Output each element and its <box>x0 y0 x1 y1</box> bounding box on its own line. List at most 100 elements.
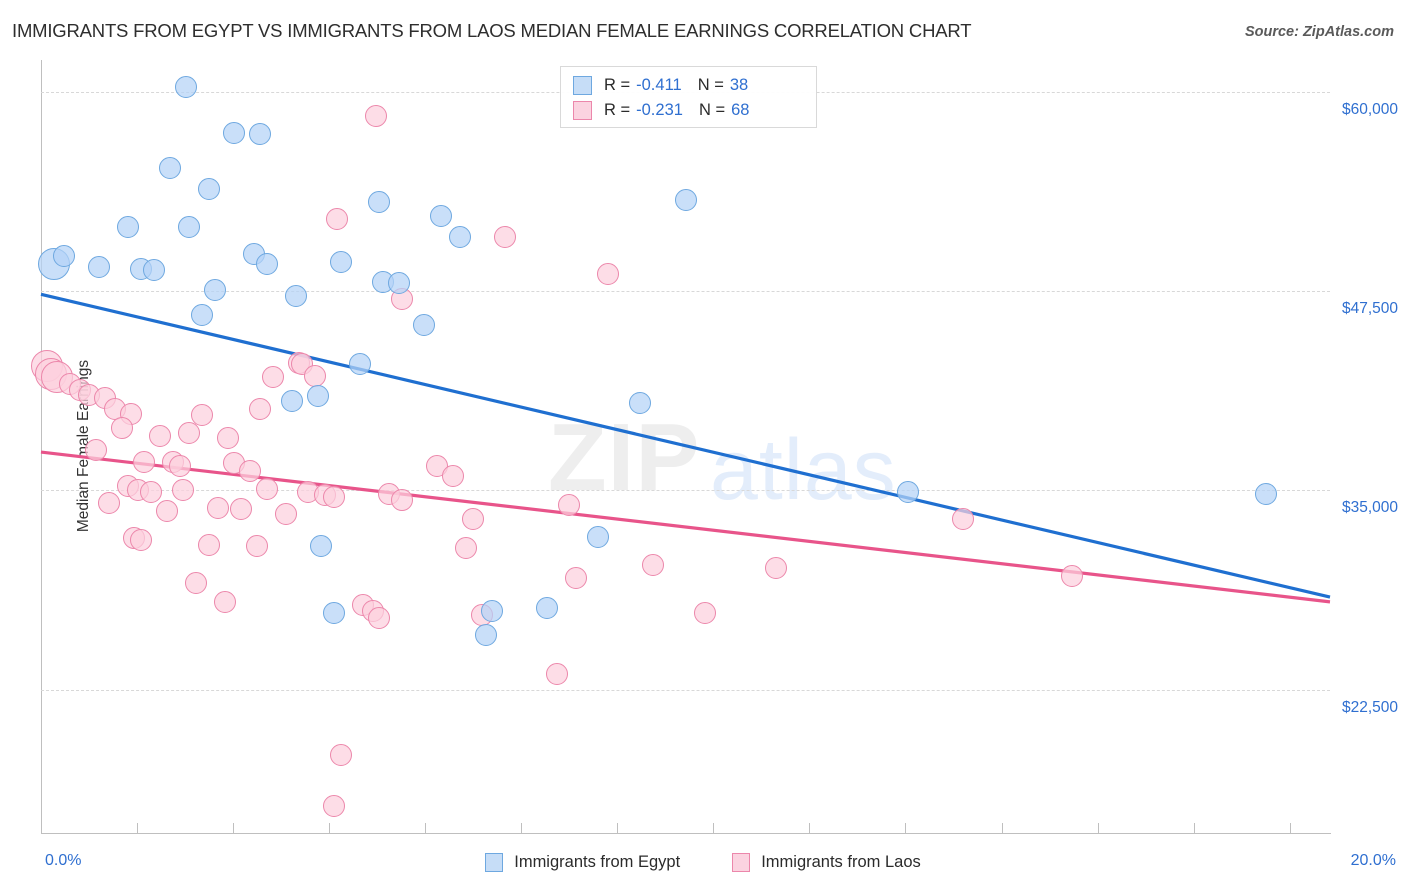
scatter-point-egypt[interactable] <box>323 602 346 625</box>
scatter-point-egypt[interactable] <box>284 284 307 307</box>
scatter-point-egypt[interactable] <box>204 278 226 301</box>
watermark-zip-text: ZIP <box>548 404 701 511</box>
scatter-point-laos[interactable] <box>249 398 272 421</box>
x-axis-max-label: 20.0% <box>1350 852 1396 869</box>
scatter-point-egypt[interactable] <box>223 122 246 145</box>
scatter-point-laos[interactable] <box>329 743 352 766</box>
scatter-point-laos[interactable] <box>494 225 517 248</box>
scatter-point-egypt[interactable] <box>587 525 610 548</box>
scatter-point-laos[interactable] <box>229 498 252 521</box>
scatter-point-laos[interactable] <box>442 464 465 487</box>
scatter-point-laos[interactable] <box>149 425 172 448</box>
scatter-point-laos[interactable] <box>171 479 194 502</box>
scatter-point-egypt[interactable] <box>158 157 181 180</box>
legend-item-egypt[interactable]: Immigrants from Egypt <box>485 852 681 872</box>
scatter-point-laos[interactable] <box>216 426 239 449</box>
y-axis-tick-label: $60,000 <box>1341 100 1398 118</box>
r-value-egypt: -0.411 <box>636 75 682 94</box>
scatter-point-laos[interactable] <box>390 488 413 511</box>
scatter-point-laos[interactable] <box>155 500 178 523</box>
scatter-point-laos[interactable] <box>693 602 716 625</box>
scatter-point-laos[interactable] <box>365 104 388 127</box>
scatter-point-laos[interactable] <box>1061 565 1084 588</box>
scatter-point-laos[interactable] <box>262 366 285 389</box>
x-axis-tick <box>905 823 907 834</box>
series-legend: Immigrants from Egypt Immigrants from La… <box>0 848 1406 876</box>
x-axis-tick <box>1001 823 1003 834</box>
scatter-point-laos[interactable] <box>184 571 207 594</box>
scatter-point-egypt[interactable] <box>629 391 652 414</box>
scatter-point-laos[interactable] <box>303 364 326 387</box>
stat-row-laos: R = -0.231 N = 68 <box>573 98 749 122</box>
scatter-point-laos[interactable] <box>207 496 230 519</box>
scatter-point-laos[interactable] <box>597 262 620 285</box>
scatter-point-laos[interactable] <box>255 477 278 500</box>
scatter-point-egypt[interactable] <box>142 259 165 282</box>
scatter-point-laos[interactable] <box>764 557 787 580</box>
scatter-point-egypt[interactable] <box>329 251 352 274</box>
x-axis-tick <box>1097 823 1099 834</box>
scatter-point-egypt[interactable] <box>674 189 697 212</box>
scatter-point-egypt[interactable] <box>368 190 391 213</box>
scatter-point-laos[interactable] <box>139 480 162 503</box>
scatter-point-egypt[interactable] <box>349 353 372 376</box>
scatter-point-laos[interactable] <box>133 450 156 473</box>
scatter-point-egypt[interactable] <box>310 535 333 558</box>
x-axis-tick <box>233 823 235 834</box>
scatter-point-laos[interactable] <box>168 455 191 478</box>
zipatlas-watermark: ZIP atlas <box>548 404 898 519</box>
scatter-point-laos[interactable] <box>368 606 391 629</box>
source-attribution: Source: ZipAtlas.com <box>1244 24 1394 40</box>
scatter-point-laos[interactable] <box>461 508 484 531</box>
scatter-point-laos[interactable] <box>323 485 346 508</box>
scatter-point-laos[interactable] <box>245 535 268 558</box>
scatter-point-laos[interactable] <box>197 533 220 556</box>
legend-item-laos[interactable]: Immigrants from Laos <box>732 852 921 872</box>
correlation-stats-legend: R = -0.411 N = 38 R = -0.231 N = 68 <box>560 66 817 128</box>
legend-color-egypt-icon <box>485 852 504 872</box>
scatter-point-egypt[interactable] <box>387 272 410 295</box>
scatter-point-laos[interactable] <box>191 404 214 427</box>
scatter-point-laos[interactable] <box>323 794 346 817</box>
x-axis-tick <box>137 823 139 834</box>
scatter-point-egypt[interactable] <box>52 245 75 268</box>
scatter-point-laos[interactable] <box>564 566 587 589</box>
scatter-point-laos[interactable] <box>213 590 236 613</box>
scatter-point-laos[interactable] <box>558 493 581 516</box>
scatter-point-egypt[interactable] <box>281 390 304 413</box>
scatter-point-egypt[interactable] <box>88 256 110 279</box>
scatter-point-egypt[interactable] <box>1254 482 1277 505</box>
scatter-point-egypt[interactable] <box>307 385 330 408</box>
scatter-point-laos[interactable] <box>110 417 133 440</box>
scatter-point-egypt[interactable] <box>255 253 278 275</box>
scatter-point-laos[interactable] <box>84 439 107 462</box>
scatter-point-laos[interactable] <box>642 554 665 577</box>
scatter-point-laos[interactable] <box>326 208 349 231</box>
x-axis-tick <box>713 823 715 834</box>
scatter-point-laos[interactable] <box>97 492 120 515</box>
x-axis-tick <box>329 823 331 834</box>
scatter-point-egypt[interactable] <box>191 304 214 326</box>
scatter-point-egypt[interactable] <box>481 600 504 623</box>
scatter-point-egypt[interactable] <box>175 76 197 99</box>
scatter-point-egypt[interactable] <box>429 205 452 228</box>
n-label-egypt: N = <box>697 75 724 94</box>
scatter-point-egypt[interactable] <box>249 123 272 146</box>
scatter-point-egypt[interactable] <box>535 597 558 620</box>
scatter-point-laos[interactable] <box>274 503 297 526</box>
scatter-point-laos[interactable] <box>129 528 152 551</box>
scatter-point-egypt[interactable] <box>413 313 436 336</box>
legend-label-egypt: Immigrants from Egypt <box>514 852 681 871</box>
scatter-point-laos[interactable] <box>239 460 262 483</box>
scatter-point-egypt[interactable] <box>117 216 139 239</box>
scatter-point-laos[interactable] <box>455 536 478 559</box>
scatter-point-laos[interactable] <box>545 662 568 685</box>
scatter-point-laos[interactable] <box>178 421 201 444</box>
scatter-point-egypt[interactable] <box>896 480 919 503</box>
scatter-point-egypt[interactable] <box>448 225 471 248</box>
scatter-point-egypt[interactable] <box>178 216 201 239</box>
scatter-point-egypt[interactable] <box>197 178 220 201</box>
scatter-point-laos[interactable] <box>951 508 974 531</box>
scatter-point-egypt[interactable] <box>474 624 497 647</box>
